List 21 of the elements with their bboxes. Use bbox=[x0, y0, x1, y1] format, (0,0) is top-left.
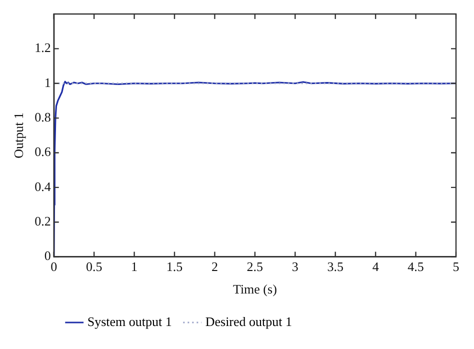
y-tick-label: 0.6 bbox=[34, 144, 52, 160]
x-axis-title: Time (s) bbox=[232, 282, 277, 297]
y-tick-label: 0.2 bbox=[34, 214, 51, 229]
y-tick-label: 1 bbox=[44, 74, 51, 90]
x-tick-label: 5 bbox=[452, 259, 460, 274]
y-axis-title: Output 1 bbox=[11, 112, 26, 158]
y-tick-label: 1.2 bbox=[34, 40, 51, 56]
x-tick-label: 0.5 bbox=[86, 259, 102, 274]
y-tick-label: 0.8 bbox=[34, 109, 51, 124]
y-tick-label: 0 bbox=[44, 248, 51, 264]
x-tick-label: 3.5 bbox=[327, 259, 344, 274]
legend-label: Desired output 1 bbox=[205, 314, 292, 329]
y-tick-label: 0.4 bbox=[34, 178, 52, 194]
x-tick-label: 4.5 bbox=[408, 259, 424, 274]
x-tick-label: 1 bbox=[131, 259, 138, 274]
x-tick-label: 3 bbox=[292, 259, 298, 274]
x-tick-label: 2.5 bbox=[246, 259, 264, 274]
x-tick-label: 1.5 bbox=[166, 259, 183, 274]
x-tick-label: 4 bbox=[372, 259, 380, 274]
legend-label: System output 1 bbox=[87, 314, 172, 329]
x-tick-label: 2 bbox=[211, 259, 218, 274]
